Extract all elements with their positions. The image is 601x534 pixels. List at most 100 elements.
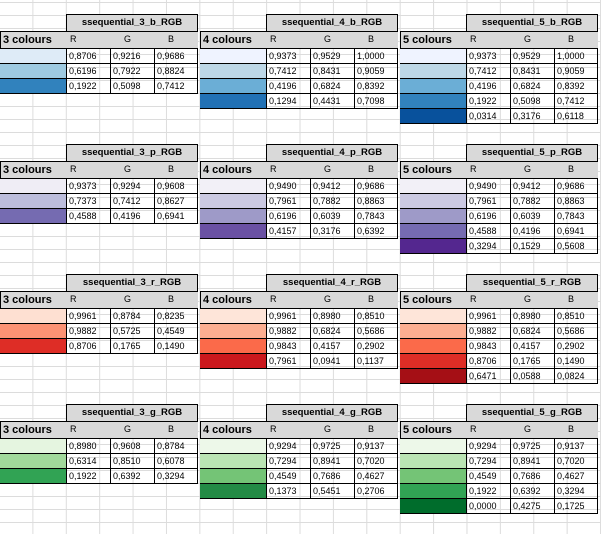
value-b[interactable]: 0,7412 <box>554 94 598 109</box>
value-g[interactable]: 0,9725 <box>310 439 354 454</box>
value-r[interactable]: 0,9490 <box>266 179 310 194</box>
value-r[interactable]: 0,8706 <box>66 49 110 64</box>
value-g[interactable]: 0,7922 <box>110 64 154 79</box>
value-r[interactable]: 0,9882 <box>266 324 310 339</box>
value-b[interactable]: 0,9059 <box>554 64 598 79</box>
value-b[interactable]: 0,9686 <box>154 49 198 64</box>
value-g[interactable]: 0,1765 <box>110 339 154 354</box>
value-g[interactable]: 0,7882 <box>510 194 554 209</box>
value-r[interactable]: 0,7412 <box>466 64 510 79</box>
value-g[interactable]: 0,5451 <box>310 484 354 499</box>
value-b[interactable]: 0,1490 <box>554 354 598 369</box>
value-b[interactable]: 0,4627 <box>554 469 598 484</box>
value-g[interactable]: 0,5098 <box>110 79 154 94</box>
value-r[interactable]: 0,9843 <box>466 339 510 354</box>
value-g[interactable]: 0,8431 <box>510 64 554 79</box>
value-b[interactable]: 0,1137 <box>354 354 398 369</box>
value-g[interactable]: 0,6824 <box>310 79 354 94</box>
value-g[interactable]: 0,9529 <box>310 49 354 64</box>
value-r[interactable]: 0,1922 <box>66 79 110 94</box>
value-r[interactable]: 0,9961 <box>66 309 110 324</box>
value-r[interactable]: 0,7294 <box>266 454 310 469</box>
value-g[interactable]: 0,7686 <box>310 469 354 484</box>
value-b[interactable]: 0,7020 <box>354 454 398 469</box>
value-b[interactable]: 0,7843 <box>554 209 598 224</box>
value-r[interactable]: 0,7961 <box>266 194 310 209</box>
value-r[interactable]: 0,1922 <box>66 469 110 484</box>
value-g[interactable]: 0,9216 <box>110 49 154 64</box>
value-r[interactable]: 0,8980 <box>66 439 110 454</box>
value-r[interactable]: 0,9294 <box>266 439 310 454</box>
value-g[interactable]: 0,4196 <box>510 224 554 239</box>
value-r[interactable]: 0,4157 <box>266 224 310 239</box>
value-g[interactable]: 0,6824 <box>510 324 554 339</box>
value-b[interactable]: 0,0824 <box>554 369 598 384</box>
value-g[interactable]: 0,5725 <box>110 324 154 339</box>
value-b[interactable]: 0,6118 <box>554 109 598 124</box>
value-r[interactable]: 0,1922 <box>466 94 510 109</box>
value-b[interactable]: 0,6078 <box>154 454 198 469</box>
value-r[interactable]: 0,6196 <box>66 64 110 79</box>
value-b[interactable]: 0,2706 <box>354 484 398 499</box>
value-g[interactable]: 0,6392 <box>110 469 154 484</box>
value-r[interactable]: 0,8706 <box>466 354 510 369</box>
value-b[interactable]: 0,8784 <box>154 439 198 454</box>
value-r[interactable]: 0,4588 <box>66 209 110 224</box>
value-r[interactable]: 0,6196 <box>266 209 310 224</box>
value-b[interactable]: 0,8235 <box>154 309 198 324</box>
value-b[interactable]: 0,6392 <box>354 224 398 239</box>
value-b[interactable]: 0,8510 <box>554 309 598 324</box>
value-r[interactable]: 0,0000 <box>466 499 510 514</box>
value-g[interactable]: 0,5098 <box>510 94 554 109</box>
value-r[interactable]: 0,4196 <box>466 79 510 94</box>
value-b[interactable]: 0,5608 <box>554 239 598 254</box>
value-g[interactable]: 0,6039 <box>510 209 554 224</box>
value-g[interactable]: 0,3176 <box>310 224 354 239</box>
value-r[interactable]: 0,4588 <box>466 224 510 239</box>
value-r[interactable]: 0,1922 <box>466 484 510 499</box>
value-g[interactable]: 0,7882 <box>310 194 354 209</box>
value-b[interactable]: 0,9059 <box>354 64 398 79</box>
value-b[interactable]: 0,9137 <box>554 439 598 454</box>
value-g[interactable]: 0,9412 <box>310 179 354 194</box>
value-r[interactable]: 0,8706 <box>66 339 110 354</box>
value-r[interactable]: 0,7373 <box>66 194 110 209</box>
value-g[interactable]: 0,4157 <box>510 339 554 354</box>
value-b[interactable]: 0,6941 <box>554 224 598 239</box>
value-r[interactable]: 0,9294 <box>466 439 510 454</box>
value-g[interactable]: 0,6824 <box>310 324 354 339</box>
value-b[interactable]: 0,1725 <box>554 499 598 514</box>
value-b[interactable]: 0,3294 <box>154 469 198 484</box>
value-g[interactable]: 0,6039 <box>310 209 354 224</box>
value-r[interactable]: 0,7961 <box>266 354 310 369</box>
value-r[interactable]: 0,9373 <box>266 49 310 64</box>
value-b[interactable]: 0,4627 <box>354 469 398 484</box>
value-g[interactable]: 0,4431 <box>310 94 354 109</box>
value-b[interactable]: 1,0000 <box>354 49 398 64</box>
value-b[interactable]: 0,9608 <box>154 179 198 194</box>
value-r[interactable]: 0,6196 <box>466 209 510 224</box>
value-b[interactable]: 0,1490 <box>154 339 198 354</box>
value-b[interactable]: 0,8863 <box>554 194 598 209</box>
value-b[interactable]: 0,7098 <box>354 94 398 109</box>
value-g[interactable]: 0,0941 <box>310 354 354 369</box>
value-g[interactable]: 0,8784 <box>110 309 154 324</box>
value-g[interactable]: 0,8510 <box>110 454 154 469</box>
value-g[interactable]: 0,6392 <box>510 484 554 499</box>
value-r[interactable]: 0,7294 <box>466 454 510 469</box>
value-g[interactable]: 0,3176 <box>510 109 554 124</box>
value-b[interactable]: 0,7020 <box>554 454 598 469</box>
value-g[interactable]: 0,8941 <box>510 454 554 469</box>
value-b[interactable]: 0,8392 <box>354 79 398 94</box>
value-g[interactable]: 0,1765 <box>510 354 554 369</box>
value-b[interactable]: 0,7843 <box>354 209 398 224</box>
value-r[interactable]: 0,7412 <box>266 64 310 79</box>
value-b[interactable]: 0,8824 <box>154 64 198 79</box>
value-g[interactable]: 0,1529 <box>510 239 554 254</box>
value-r[interactable]: 0,9373 <box>466 49 510 64</box>
value-r[interactable]: 0,1373 <box>266 484 310 499</box>
value-g[interactable]: 0,4157 <box>310 339 354 354</box>
value-b[interactable]: 0,5686 <box>354 324 398 339</box>
value-b[interactable]: 0,5686 <box>554 324 598 339</box>
